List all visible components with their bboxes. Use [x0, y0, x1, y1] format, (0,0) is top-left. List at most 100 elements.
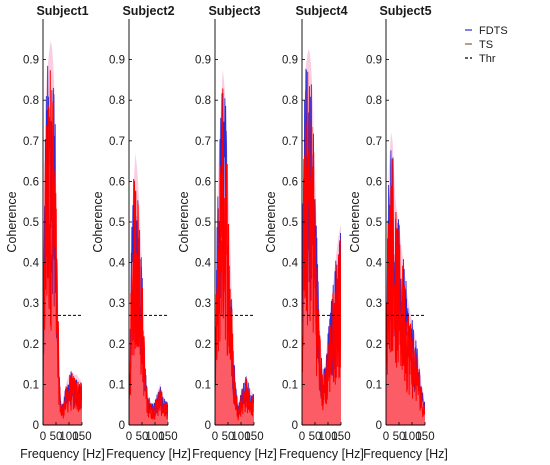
x-tick-label: 50 [50, 431, 63, 443]
y-tick-label: 0.3 [109, 298, 125, 310]
y-tick-label: 0.8 [109, 95, 125, 107]
y-tick-label: 0.3 [366, 298, 382, 310]
y-tick-label: 0.6 [282, 176, 298, 188]
y-tick-label: 0.7 [23, 136, 39, 148]
legend-label-ts: TS [479, 39, 493, 51]
legend: FDTS TS Thr [465, 25, 508, 65]
ts-fill [129, 180, 168, 425]
y-tick-label: 0 [33, 420, 39, 432]
y-tick-label: 0.8 [366, 95, 382, 107]
x-tick-label: 50 [393, 431, 406, 443]
plot-area [43, 40, 82, 425]
y-tick-label: 0.4 [109, 258, 126, 270]
y-tick-label: 0.9 [282, 55, 298, 67]
x-tick-label: 50 [136, 431, 149, 443]
y-tick-label: 0.5 [23, 217, 39, 229]
y-tick-label: 0.5 [195, 217, 211, 229]
x-axis-label: Frequency [Hz] [363, 447, 448, 461]
y-tick-label: 0.6 [109, 176, 125, 188]
y-tick-label: 0.1 [282, 379, 298, 391]
y-tick-label: 0.9 [23, 55, 39, 67]
y-tick-label: 0.1 [366, 379, 382, 391]
x-tick-label: 150 [331, 431, 350, 443]
x-tick-label: 100 [402, 431, 421, 443]
y-tick-label: 0 [292, 420, 298, 432]
y-tick-label: 0.2 [282, 339, 298, 351]
ts-line [302, 71, 341, 411]
y-axis-label: Coherence [177, 191, 191, 252]
plot-area [129, 153, 168, 425]
y-tick-label: 0 [119, 420, 125, 432]
x-tick-label: 50 [222, 431, 235, 443]
x-tick-label: 150 [415, 431, 434, 443]
y-tick-label: 0.2 [109, 339, 125, 351]
y-tick-label: 0.5 [366, 217, 382, 229]
y-tick-label: 0.9 [366, 55, 382, 67]
y-tick-label: 0.1 [23, 379, 39, 391]
y-tick-label: 0.4 [195, 258, 212, 270]
y-tick-label: 0.4 [282, 258, 299, 270]
y-tick-label: 0.8 [195, 95, 211, 107]
y-tick-label: 0.7 [282, 136, 298, 148]
y-tick-label: 0.2 [195, 339, 211, 351]
y-tick-label: 0.2 [23, 339, 39, 351]
y-tick-label: 0.8 [23, 95, 39, 107]
x-axis-label: Frequency [Hz] [20, 447, 105, 461]
y-axis-label: Coherence [5, 191, 19, 252]
y-tick-label: 0.7 [109, 136, 125, 148]
subplot-title: Subject3 [208, 4, 260, 18]
x-tick-label: 100 [231, 431, 250, 443]
x-tick-label: 100 [59, 431, 78, 443]
y-tick-label: 0.7 [366, 136, 382, 148]
x-tick-label: 150 [72, 431, 91, 443]
ts-line [129, 180, 168, 421]
x-tick-label: 0 [126, 431, 132, 443]
y-tick-label: 0.1 [109, 379, 125, 391]
y-tick-label: 0.4 [366, 258, 383, 270]
subplot-title: Subject2 [122, 4, 174, 18]
y-tick-label: 0.4 [23, 258, 40, 270]
y-axis-label: Coherence [264, 191, 278, 252]
y-tick-label: 0.3 [282, 298, 298, 310]
y-tick-label: 0.2 [366, 339, 382, 351]
y-axis-label: Coherence [91, 191, 105, 252]
y-tick-label: 0.8 [282, 95, 298, 107]
ts-fill [302, 71, 341, 425]
y-tick-label: 0.6 [366, 176, 382, 188]
ts-line [386, 158, 425, 418]
y-tick-label: 0.3 [195, 298, 211, 310]
y-tick-label: 0 [376, 420, 382, 432]
legend-label-thr: Thr [479, 53, 496, 65]
x-tick-label: 0 [212, 431, 218, 443]
ts-line [215, 88, 254, 422]
x-tick-label: 0 [299, 431, 305, 443]
ts-fill [43, 70, 82, 425]
y-tick-label: 0.5 [109, 217, 125, 229]
ts-line [43, 70, 82, 419]
y-tick-label: 0.3 [23, 298, 39, 310]
x-tick-label: 50 [309, 431, 322, 443]
y-tick-label: 0.9 [109, 55, 125, 67]
x-axis-label: Frequency [Hz] [279, 447, 364, 461]
plot-area [302, 48, 341, 425]
y-axis-label: Coherence [348, 191, 362, 252]
x-tick-label: 150 [158, 431, 177, 443]
x-tick-label: 150 [244, 431, 263, 443]
subplot-title: Subject1 [36, 4, 88, 18]
plot-area [386, 132, 425, 425]
subplot-title: Subject5 [379, 4, 431, 18]
y-tick-label: 0.7 [195, 136, 211, 148]
x-tick-label: 100 [318, 431, 337, 443]
x-axis-label: Frequency [Hz] [106, 447, 191, 461]
y-tick-label: 0.1 [195, 379, 211, 391]
x-tick-label: 0 [40, 431, 46, 443]
legend-label-fdts: FDTS [479, 25, 508, 37]
ts-fill [215, 88, 254, 425]
plot-area [215, 69, 254, 425]
